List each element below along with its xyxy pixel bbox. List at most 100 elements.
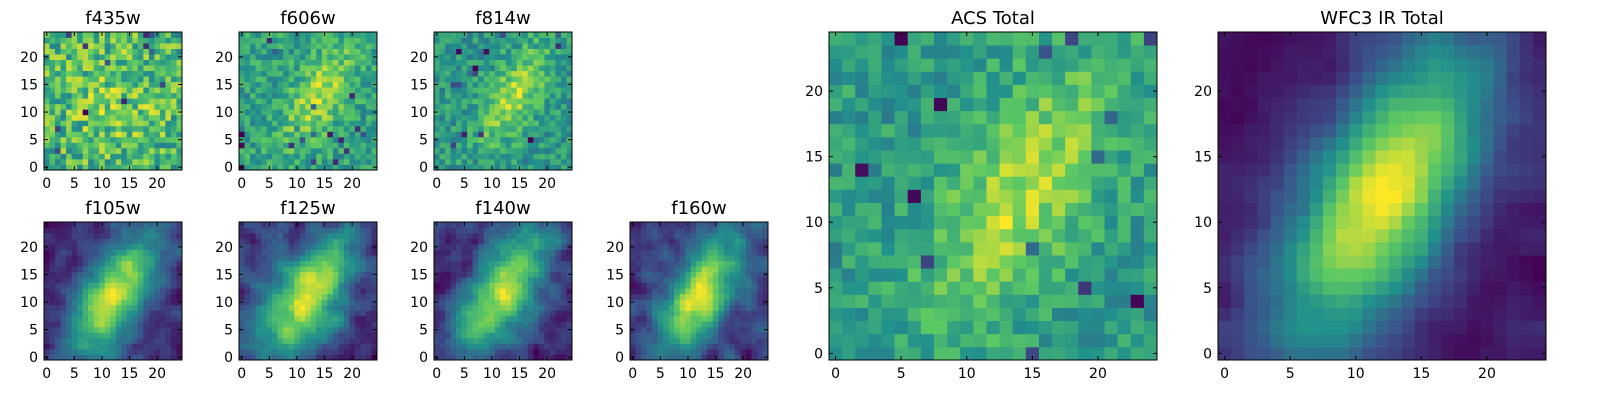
heatmap-cell [244,76,251,83]
heatmap-cell [93,65,100,72]
heatmap-cell [294,76,301,83]
heatmap-cell [478,354,485,361]
heatmap-cell [165,304,172,311]
heatmap-cell [696,227,703,234]
heatmap-cell [137,59,144,66]
heatmap-cell [1091,176,1105,190]
heatmap-cell [255,43,262,49]
heatmap-cell [255,299,262,306]
heatmap-cell [343,326,350,333]
heatmap-cell [121,48,128,55]
heatmap-cell [104,164,111,171]
heatmap-cell [305,43,312,49]
heatmap-cell [907,294,922,308]
heatmap-cell [494,255,501,262]
heatmap-cell [456,260,462,267]
heatmap-cell [652,332,658,339]
heatmap-cell [652,337,658,344]
heatmap-cell [261,103,267,110]
heatmap-cell [250,54,256,60]
heatmap-cell [154,43,161,49]
heatmap-cell [365,310,372,317]
heatmap-cell [115,114,122,121]
heatmap-cell [82,87,89,94]
heatmap-cell [538,304,545,311]
heatmap-cell [115,260,122,267]
heatmap-cell [44,337,50,344]
heatmap-cell [555,244,562,250]
heatmap-cell [110,92,117,99]
heatmap-cell [439,125,446,132]
heatmap-cell [310,354,317,361]
heatmap-cell [505,92,512,99]
heatmap-cell [646,299,653,306]
heatmap-cell [316,120,323,127]
heatmap-cell [170,233,177,239]
heatmap-cell [283,266,290,273]
y-tick-label: 20 [410,240,428,256]
heatmap-cell [266,326,273,333]
heatmap-cell [60,98,67,105]
heatmap-cell [555,337,562,344]
heatmap-cell [483,315,490,322]
heatmap-cell [729,293,736,300]
heatmap-cell [321,158,328,165]
heatmap-cell [467,321,474,328]
heatmap-cell [762,260,769,267]
heatmap-cell [55,244,61,250]
heatmap-cell [718,354,725,361]
heatmap-cell [445,120,451,127]
heatmap-cell [49,244,56,250]
heatmap-cell [176,147,183,154]
heatmap-cell [349,158,356,165]
heatmap-cell [277,332,284,339]
heatmap-cell [439,332,446,339]
heatmap-cell [439,92,446,99]
heatmap-cell [663,332,670,339]
heatmap-cell [560,293,567,300]
heatmap-cell [641,266,647,273]
heatmap-cell [635,332,642,339]
heatmap-cell [544,76,551,83]
heatmap-cell [505,277,512,284]
heatmap-cell [674,238,681,245]
heatmap-cell [49,293,56,300]
heatmap-cell [332,315,339,322]
heatmap-cell [679,233,686,239]
heatmap-cell [1025,163,1040,177]
heatmap-cell [500,321,507,328]
heatmap-cell [467,343,474,350]
heatmap-cell [93,337,100,344]
heatmap-cell [560,337,567,344]
heatmap-cell [505,98,512,105]
heatmap-cell [696,271,703,278]
heatmap-cell [668,304,675,311]
heatmap-cell [349,103,356,110]
heatmap-cell [55,87,61,94]
heatmap-cell [933,268,948,282]
heatmap-cell [332,43,339,49]
heatmap-cell [77,81,84,88]
heatmap-cell [505,260,512,267]
heatmap-cell [522,147,529,154]
heatmap-cell [66,255,72,262]
heatmap-cell [261,310,267,317]
heatmap-cell [272,120,279,127]
heatmap-cell [354,92,361,99]
y-tick-label: 10 [20,105,38,121]
heatmap-cell [522,81,529,88]
heatmap-cell [483,288,490,295]
heatmap-cell [690,304,697,311]
heatmap-cell [1025,202,1040,217]
heatmap-cell [121,125,128,132]
heatmap-cell [456,32,462,38]
heatmap-cell [707,354,714,361]
heatmap-cell [555,326,562,333]
heatmap-cell [365,315,372,322]
heatmap-cell [566,120,573,127]
heatmap-cell [143,43,150,49]
heatmap-cell [88,103,95,110]
heatmap-cell [327,233,334,239]
heatmap-cell [66,164,72,171]
heatmap-cell [148,158,155,165]
